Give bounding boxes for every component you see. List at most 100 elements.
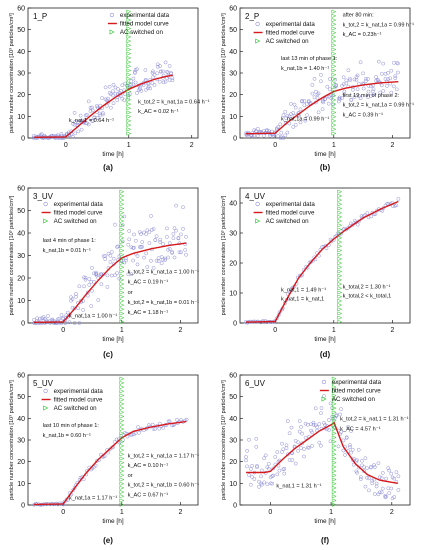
- data-point: [317, 440, 322, 445]
- data-point: [365, 466, 369, 471]
- ac-marker: [119, 189, 125, 194]
- data-point: [89, 280, 94, 284]
- data-point: [263, 453, 268, 458]
- data-point: [147, 230, 152, 234]
- data-point: [117, 92, 122, 97]
- y-tick-label: 30: [17, 71, 25, 78]
- data-point: [67, 313, 72, 317]
- data-point: [244, 455, 248, 459]
- data-point: [333, 85, 338, 89]
- data-point: [368, 84, 373, 89]
- ac-marker: [331, 114, 337, 119]
- data-point: [57, 320, 62, 325]
- data-point: [376, 492, 381, 497]
- data-point: [363, 456, 368, 461]
- data-point: [341, 438, 346, 443]
- annotation: k_nat,1a = 1.00 h⁻¹: [69, 313, 117, 319]
- data-point: [394, 203, 399, 208]
- ac-marker: [331, 97, 337, 102]
- data-point: [323, 423, 327, 427]
- data-point: [266, 461, 271, 466]
- data-point: [377, 475, 382, 480]
- data-point: [118, 89, 123, 93]
- ac-marker: [337, 219, 343, 224]
- ac-marker: [331, 393, 337, 398]
- x-tick-label: 0: [273, 142, 277, 149]
- data-point: [158, 240, 163, 244]
- data-point: [361, 71, 365, 76]
- data-point: [133, 69, 137, 74]
- data-point: [97, 106, 102, 111]
- data-point: [138, 85, 142, 90]
- data-point: [122, 98, 127, 103]
- data-point: [315, 96, 320, 100]
- data-point: [346, 68, 351, 73]
- ac-marker: [119, 307, 125, 312]
- annotation: k_AC = 1.18 h⁻¹: [128, 310, 169, 316]
- y-tick-label: 30: [17, 438, 25, 445]
- data-point: [337, 95, 342, 100]
- data-point: [170, 250, 174, 254]
- data-point: [358, 475, 363, 480]
- data-point: [371, 87, 376, 91]
- data-point: [341, 75, 346, 80]
- data-point: [85, 112, 89, 117]
- ac-marker: [119, 219, 125, 224]
- legend-marker-ac: [43, 405, 49, 411]
- data-point: [161, 80, 166, 85]
- data-point: [262, 480, 267, 485]
- ac-marker: [337, 294, 343, 299]
- ac-marker: [331, 30, 337, 35]
- data-point: [298, 107, 303, 112]
- data-point: [327, 428, 331, 432]
- data-point: [148, 86, 153, 91]
- ac-marker: [331, 452, 337, 457]
- data-point: [293, 461, 298, 466]
- data-point: [396, 474, 401, 479]
- ac-marker: [126, 93, 132, 98]
- ac-marker: [119, 282, 125, 287]
- data-point: [296, 440, 300, 445]
- data-point: [245, 464, 249, 469]
- ac-marker: [126, 127, 132, 132]
- data-point: [389, 68, 394, 73]
- data-point: [61, 317, 65, 321]
- data-point: [129, 79, 134, 84]
- data-point: [248, 467, 253, 471]
- y-tick-label: 10: [17, 481, 25, 488]
- ac-marker: [126, 72, 132, 77]
- data-point: [341, 82, 346, 86]
- data-point: [184, 417, 189, 422]
- data-point: [298, 120, 303, 125]
- y-tick-label: 50: [17, 27, 25, 34]
- data-point: [310, 83, 315, 87]
- ac-marker: [126, 22, 132, 27]
- y-axis-label: particle number concentration [10³ parti…: [9, 380, 15, 500]
- data-point: [98, 103, 103, 108]
- data-point: [107, 91, 112, 95]
- ac-marker: [331, 502, 337, 507]
- y-tick-label: 0: [21, 136, 25, 143]
- ac-marker: [331, 401, 337, 406]
- panel-title: 4_UV: [245, 192, 266, 201]
- data-point: [270, 481, 275, 486]
- data-point: [320, 107, 325, 112]
- x-tick-label: 2: [190, 142, 194, 149]
- data-point: [86, 99, 91, 104]
- data-point: [309, 422, 313, 427]
- data-point: [83, 277, 88, 282]
- legend-label: fitted model curve: [54, 397, 103, 404]
- data-point: [275, 472, 280, 477]
- annotation: k_tot,2 = k_nat,1a = 1.17 h⁻¹: [128, 453, 200, 459]
- ac-marker: [337, 214, 343, 219]
- data-point: [94, 272, 99, 277]
- data-point: [59, 132, 64, 136]
- y-tick-label: 40: [229, 49, 237, 56]
- data-point: [377, 490, 382, 495]
- ac-marker: [119, 265, 125, 270]
- annotation: k_AC = 4.57 h⁻¹: [340, 426, 381, 432]
- ac-marker: [126, 55, 132, 60]
- data-point: [163, 79, 168, 84]
- legend-marker-ac: [255, 218, 261, 224]
- data-point: [336, 99, 341, 104]
